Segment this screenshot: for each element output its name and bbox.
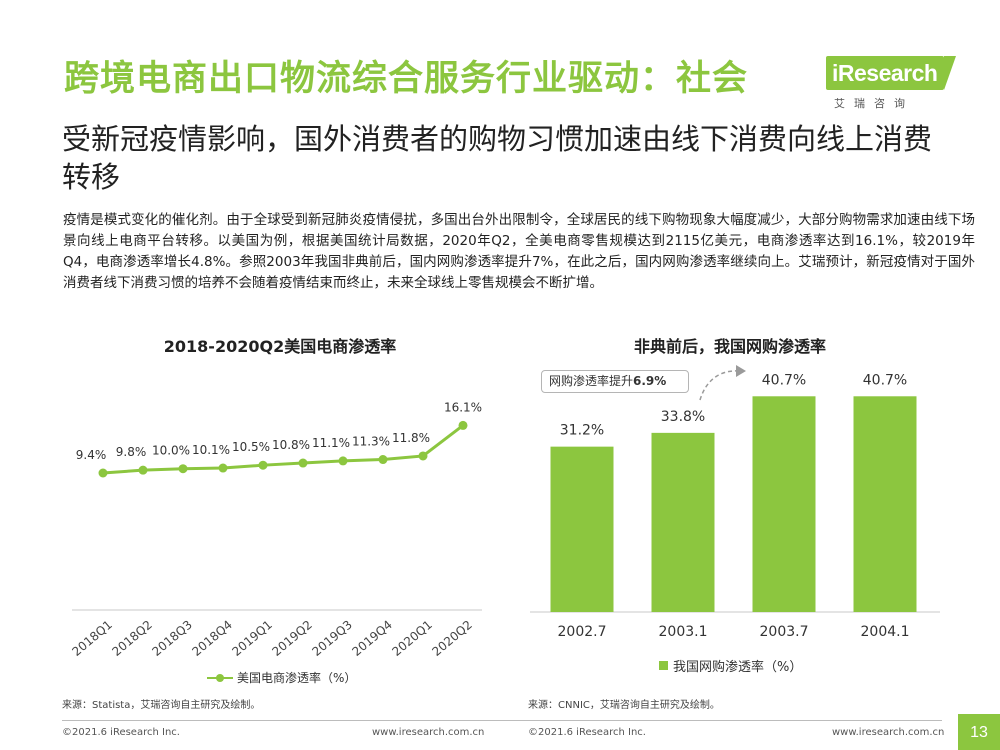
- line-data-label: 9.8%: [116, 445, 147, 459]
- line-legend-label: 美国电商渗透率（%）: [237, 671, 357, 685]
- line-data-label: 11.1%: [312, 436, 350, 450]
- page-number: 13: [958, 714, 1000, 750]
- line-data-label: 10.1%: [192, 443, 230, 457]
- footer-copyright-left: ©2021.6 iResearch Inc.: [62, 727, 180, 738]
- logo-bar: [826, 56, 956, 90]
- legend-line-marker: [207, 673, 233, 682]
- line-point: [378, 455, 388, 465]
- line-data-label: 9.4%: [76, 448, 107, 462]
- line-x-tick-label: 2018Q1: [69, 618, 114, 659]
- legend-square-marker: [659, 661, 668, 670]
- line-point: [338, 456, 348, 466]
- page-subtitle: 受新冠疫情影响，国外消费者的购物习惯加速由线下消费向线上消费转移: [62, 122, 933, 194]
- bar: [651, 432, 715, 612]
- line-x-tick-label: 2018Q2: [109, 618, 154, 659]
- bar: [752, 396, 816, 612]
- bar-x-tick-label: 2004.1: [861, 624, 910, 640]
- footer-copyright-right: ©2021.6 iResearch Inc.: [528, 727, 646, 738]
- footer-url-left: www.iresearch.com.cn: [372, 727, 485, 738]
- bar-x-tick-label: 2003.7: [760, 624, 809, 640]
- line-x-tick-label: 2020Q1: [389, 618, 434, 659]
- bar-data-label: 40.7%: [863, 372, 907, 388]
- footer-url-right: www.iresearch.com.cn: [832, 727, 945, 738]
- line-chart-legend: 美国电商渗透率（%）: [207, 669, 356, 686]
- bar-data-label: 31.2%: [560, 423, 604, 439]
- line-data-label: 10.8%: [272, 438, 310, 452]
- line-point: [138, 465, 148, 475]
- right-source: 来源：CNNIC，艾瑞咨询自主研究及绘制。: [528, 700, 720, 711]
- line-x-tick-label: 2018Q3: [149, 618, 194, 659]
- line-x-tick-label: 2018Q4: [189, 618, 234, 659]
- line-point: [418, 451, 428, 461]
- line-chart-title: 2018-2020Q2美国电商渗透率: [163, 337, 397, 356]
- iresearch-logo: iResearch 艾瑞咨询: [826, 54, 956, 112]
- logo-word: iResearch: [832, 60, 938, 86]
- bar: [550, 446, 614, 612]
- line-data-label: 11.8%: [392, 431, 430, 445]
- line-data-label: 16.1%: [444, 400, 482, 414]
- page-title: 跨境电商出口物流综合服务行业驱动：社会: [64, 59, 749, 99]
- line-x-tick-label: 2019Q1: [229, 618, 274, 659]
- line-x-tick-label: 2019Q3: [309, 618, 354, 659]
- line-point: [458, 420, 468, 430]
- bar-legend-label: 我国网购渗透率（%）: [673, 660, 803, 675]
- line-point: [218, 463, 228, 473]
- bar: [853, 396, 917, 612]
- callout-value: 6.9%: [633, 374, 667, 388]
- line-x-tick-label: 2020Q2: [429, 618, 474, 659]
- bar-x-tick-label: 2003.1: [659, 624, 708, 640]
- bar-x-tick-label: 2002.7: [558, 624, 607, 640]
- line-point: [98, 468, 108, 478]
- line-point: [298, 458, 308, 468]
- line-data-label: 10.5%: [232, 440, 270, 454]
- left-source: 来源：Statista，艾瑞咨询自主研究及绘制。: [62, 700, 261, 711]
- line-x-tick-label: 2019Q2: [269, 618, 314, 659]
- body-text: 疫情是模式变化的催化剂。由于全球受到新冠肺炎疫情侵扰，多国出台外出限制令，全球居…: [63, 212, 975, 291]
- arrow-head-icon: [736, 365, 746, 377]
- line-point: [258, 460, 268, 470]
- line-point: [178, 464, 188, 474]
- bar-data-label: 40.7%: [762, 372, 806, 388]
- bar-data-label: 33.8%: [661, 409, 705, 425]
- line-data-label: 10.0%: [152, 444, 190, 458]
- callout-text: 网购渗透率提升: [549, 374, 634, 388]
- footer-divider: [62, 720, 942, 721]
- line-series-path: [102, 424, 464, 475]
- line-x-tick-label: 2019Q4: [349, 618, 394, 659]
- arrow-path: [699, 370, 739, 401]
- line-data-label: 11.3%: [352, 435, 390, 449]
- bar-chart-legend: 我国网购渗透率（%）: [659, 656, 802, 675]
- logo-subtitle: 艾瑞咨询: [834, 97, 914, 110]
- increase-callout: 网购渗透率提升6.9%: [541, 370, 689, 393]
- bar-chart-title: 非典前后，我国网购渗透率: [633, 337, 826, 356]
